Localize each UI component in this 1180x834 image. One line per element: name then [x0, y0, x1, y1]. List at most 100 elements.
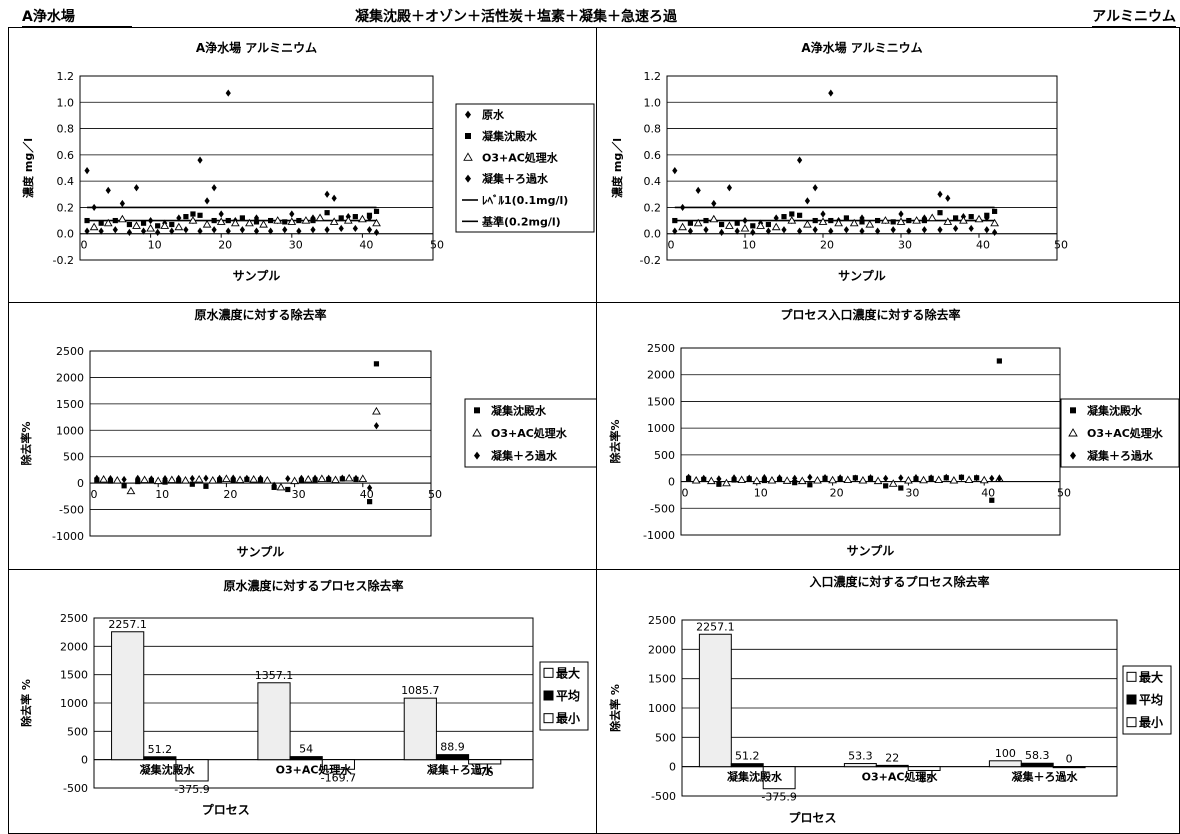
category-label: 凝集沈殿水 [727, 770, 783, 784]
data-point [725, 221, 734, 229]
data-point [898, 210, 904, 218]
x-tick-label: 40 [359, 239, 373, 252]
chart-process-removal-vs-inlet: 入口濃度に対するプロセス除去率-50005001000150020002500除… [608, 574, 1172, 825]
data-point [133, 184, 140, 192]
data-point [98, 227, 104, 235]
data-point [181, 476, 190, 484]
legend-label: 凝集沈殿水 [1087, 403, 1143, 417]
x-axis-label: サンプル [847, 543, 895, 558]
data-point [121, 475, 127, 484]
data-point [828, 227, 834, 235]
bar [698, 633, 732, 768]
legend-label: 凝集＋ろ過水 [491, 449, 558, 463]
y-tick-label: 1.0 [57, 96, 75, 109]
x-tick-label: 30 [905, 487, 919, 500]
data-point [797, 156, 803, 164]
y-tick-label: 2500 [60, 612, 88, 625]
y-tick-label: 0 [669, 761, 676, 774]
data-point [303, 474, 313, 483]
y-tick-label: 0.6 [644, 149, 662, 162]
y-tick-label: 0 [668, 476, 675, 489]
data-label: 58.3 [1025, 749, 1050, 762]
data-point [169, 227, 175, 235]
data-point [373, 228, 380, 236]
data-point [204, 197, 210, 205]
data-point [904, 476, 913, 484]
legend-box [1060, 398, 1179, 468]
data-point [693, 218, 703, 227]
y-tick-label: 1500 [647, 395, 675, 408]
bar [175, 759, 209, 782]
data-point [344, 473, 354, 482]
data-point [949, 476, 959, 484]
data-point [958, 473, 965, 482]
data-point [373, 422, 380, 430]
x-tick-label: 10 [155, 488, 169, 501]
data-point [324, 210, 330, 216]
y-tick-label: 1000 [648, 702, 676, 715]
data-point [852, 474, 858, 482]
data-point [706, 476, 716, 485]
data-label: -169.7 [321, 771, 356, 784]
data-point [372, 218, 381, 227]
data-point [249, 474, 259, 483]
legend-swatch [543, 713, 554, 724]
plot-area [680, 347, 1061, 536]
data-point [84, 227, 90, 235]
data-point [921, 226, 927, 234]
data-point [890, 219, 896, 225]
y-tick-label: 2500 [648, 614, 676, 627]
data-point [153, 476, 163, 485]
data-point [989, 474, 995, 482]
legend-label: 平均 [1139, 692, 1163, 707]
legend-marker [474, 451, 480, 460]
data-point [797, 476, 807, 485]
data-point [352, 214, 358, 220]
data-point [211, 184, 217, 192]
data-point [121, 483, 127, 489]
data-point [211, 217, 217, 224]
y-tick-label: 2500 [647, 342, 675, 355]
data-label: -65 [915, 772, 933, 785]
data-point [687, 220, 693, 226]
legend-swatch [543, 690, 554, 701]
data-point [373, 208, 380, 214]
legend-box [464, 398, 596, 468]
data-point [296, 217, 302, 224]
data-point [225, 89, 231, 97]
bar [143, 756, 177, 761]
plot-area [681, 619, 1118, 797]
chart-title: A浄水場 アルミニウム [801, 40, 922, 55]
data-point [701, 474, 707, 482]
data-label: 1357.1 [255, 669, 294, 682]
y-tick-label: 0.4 [57, 175, 75, 188]
y-tick-label: 1000 [56, 424, 84, 437]
data-label: 22 [885, 751, 899, 764]
y-tick-label: 0.8 [57, 123, 75, 136]
data-point [896, 217, 906, 225]
y-tick-label: 2000 [56, 371, 84, 384]
data-point [731, 474, 737, 482]
data-point [913, 473, 919, 482]
y-tick-label: 1000 [647, 422, 675, 435]
data-point [140, 220, 147, 226]
data-point [992, 228, 998, 236]
data-point [849, 218, 859, 227]
data-point [834, 218, 843, 227]
data-point [268, 227, 274, 235]
data-point [740, 223, 750, 232]
data-point [828, 475, 837, 484]
bar [403, 697, 437, 761]
y-axis-label: 濃度 mg／l [610, 138, 624, 198]
data-point [230, 218, 240, 227]
data-point [285, 475, 291, 483]
data-point [837, 474, 843, 482]
data-point [259, 220, 268, 228]
data-point [771, 222, 781, 231]
data-point [338, 224, 344, 233]
bar [730, 763, 764, 768]
data-point [752, 476, 762, 485]
legend-marker [465, 174, 471, 183]
y-tick-label: 500 [655, 731, 676, 744]
legend-marker [1070, 451, 1076, 460]
